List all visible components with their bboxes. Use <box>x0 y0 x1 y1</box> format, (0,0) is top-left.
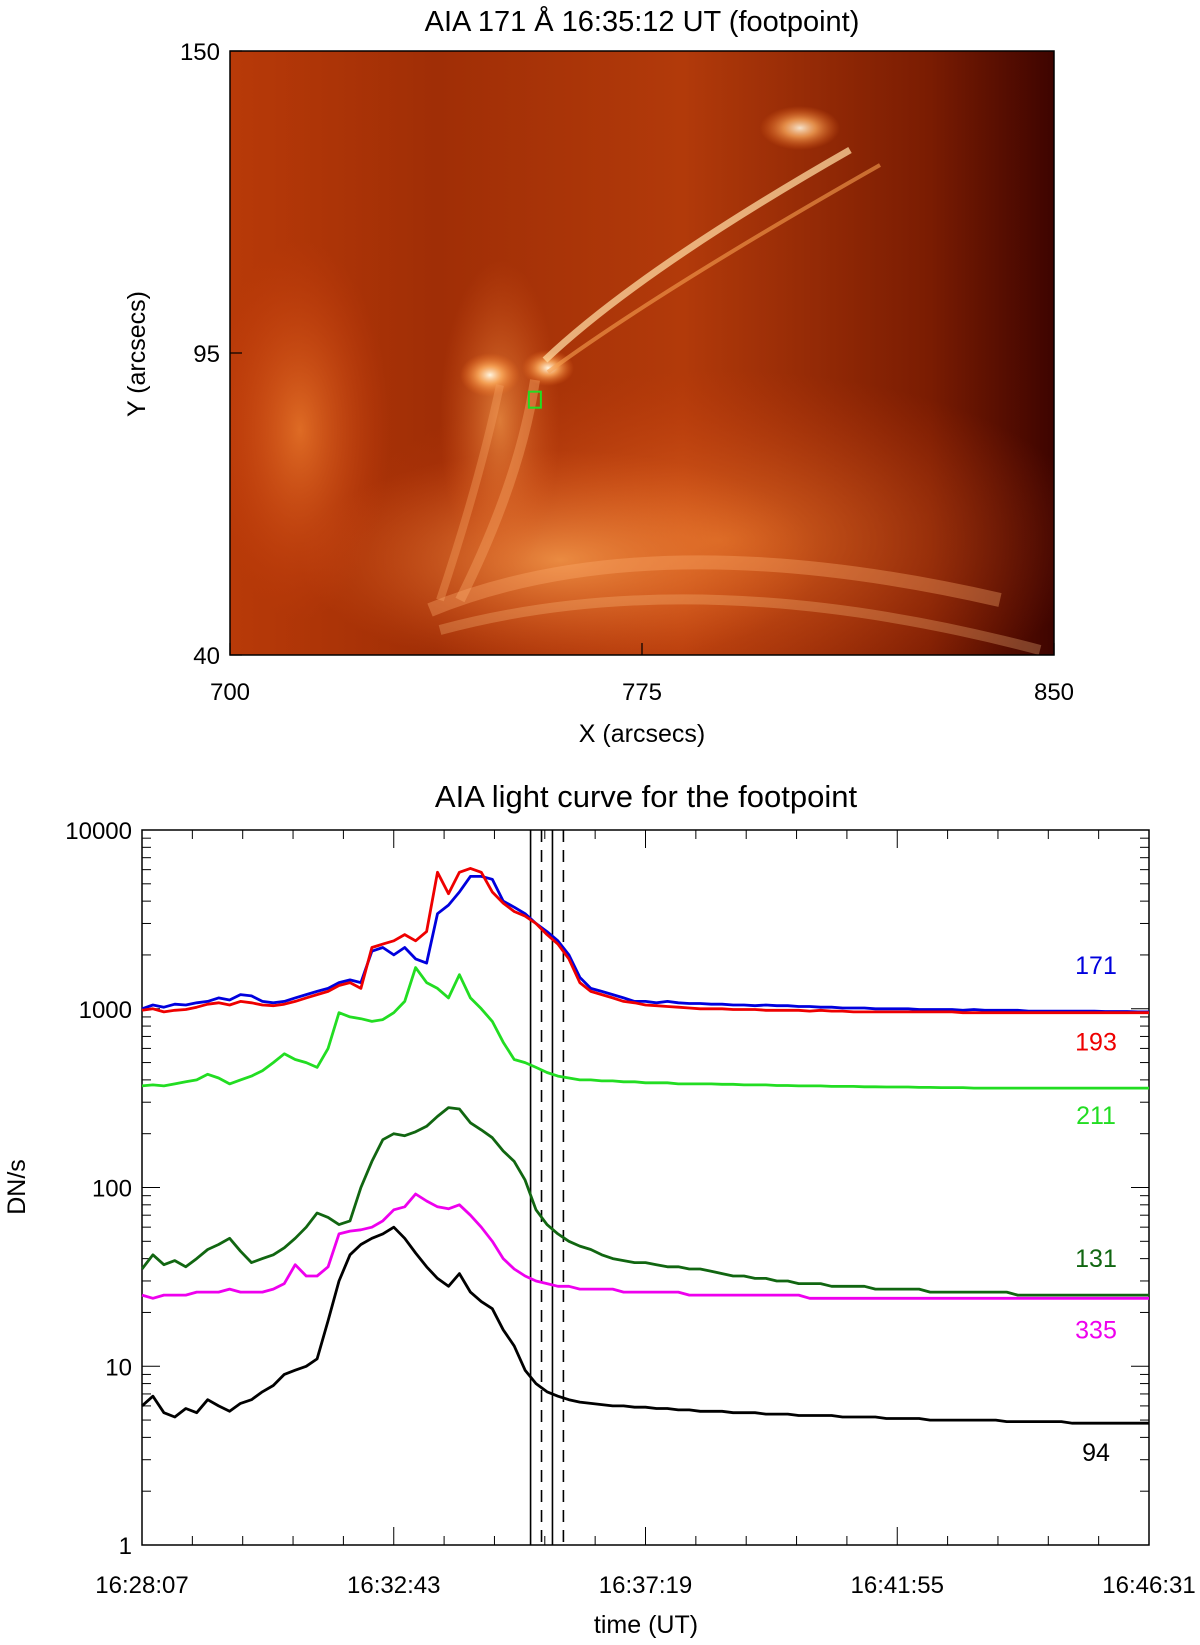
lightcurve-ticks: 1 10 100 1000 10000 16:28:07 16:32:43 16:37:19 1… <box>65 818 1195 1599</box>
lightcurve-ytick-label: 10 <box>105 1354 132 1381</box>
lightcurve-xtick-label: 16:37:19 <box>599 1572 692 1599</box>
image-ytick-label: 150 <box>180 39 220 66</box>
solar-image-panel: AIA 171 Å 16:35:12 UT (footpoint) 700 775… <box>123 5 1074 748</box>
lightcurve-xtick-label: 16:46:31 <box>1102 1572 1195 1599</box>
lightcurve-xtick-label: 16:32:43 <box>347 1572 440 1599</box>
series-line-193 <box>141 867 1149 1015</box>
lightcurve-ytick-label: 1000 <box>79 997 132 1024</box>
lightcurve-xtick-label: 16:41:55 <box>851 1572 944 1599</box>
lightcurve-ytick-label: 100 <box>92 1176 132 1203</box>
lightcurve-xtick-label: 16:28:07 <box>95 1572 188 1599</box>
image-ytick-label: 95 <box>193 341 220 368</box>
image-ytick-label: 40 <box>193 643 220 670</box>
series-label-335: 335 <box>1075 1316 1117 1344</box>
footpoint-marker <box>527 390 542 409</box>
light-curve-panel: AIA light curve for the footpoint 1 10 100… <box>3 779 1196 1639</box>
image-xlabel: X (arcsecs) <box>579 720 705 748</box>
image-xtick-label: 850 <box>1034 679 1074 706</box>
lightcurve-vlines <box>529 830 565 1545</box>
lightcurve-ylabel: DN/s <box>3 1159 31 1215</box>
series-line-171 <box>141 875 1149 1014</box>
series-label-94: 94 <box>1082 1439 1110 1467</box>
lightcurve-title: AIA light curve for the footpoint <box>435 779 858 814</box>
lightcurve-series-labels: 171 193 211 131 335 94 <box>1075 952 1117 1467</box>
image-ticks: 700 775 850 150 95 40 <box>180 39 1074 706</box>
series-line-131 <box>140 1106 1149 1297</box>
series-label-211: 211 <box>1076 1102 1116 1130</box>
series-line-94 <box>141 1225 1149 1425</box>
series-line-211 <box>141 966 1149 1090</box>
lightcurve-ytick-label: 1 <box>119 1533 132 1560</box>
series-label-171: 171 <box>1075 952 1117 980</box>
image-xtick-label: 700 <box>210 679 250 706</box>
image-ylabel: Y (arcsecs) <box>123 291 151 417</box>
lightcurve-frame <box>141 829 1150 1546</box>
series-label-193: 193 <box>1075 1029 1117 1057</box>
image-xtick-label: 775 <box>622 679 662 706</box>
series-label-131: 131 <box>1075 1245 1117 1273</box>
lightcurve-series <box>140 867 1149 1425</box>
lightcurve-ytick-label: 10000 <box>65 818 132 845</box>
image-title: AIA 171 Å 16:35:12 UT (footpoint) <box>425 5 860 38</box>
solar-image <box>230 51 1054 655</box>
lightcurve-xlabel: time (UT) <box>594 1611 698 1639</box>
series-line-335 <box>141 1192 1149 1300</box>
